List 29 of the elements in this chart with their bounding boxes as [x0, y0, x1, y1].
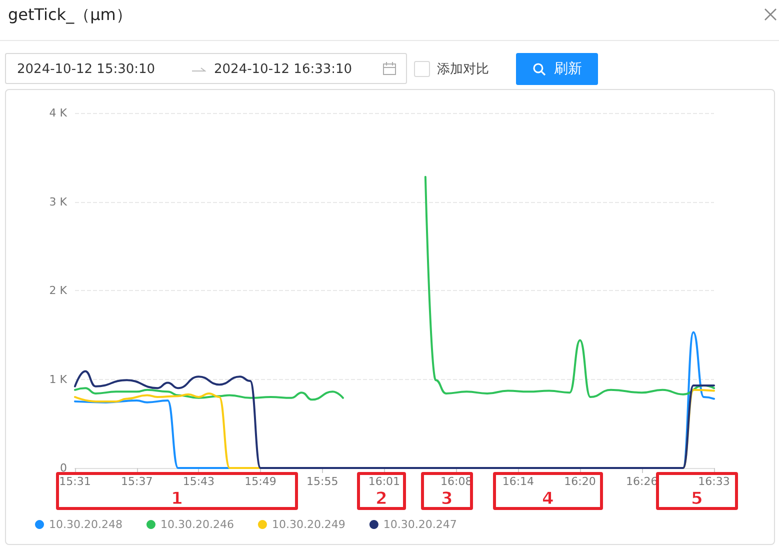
legend-label: 10.30.20.249 — [272, 518, 346, 531]
y-tick-label: 3 K — [49, 195, 68, 208]
legend-label: 10.30.20.246 — [160, 518, 234, 531]
text: 添加对比 — [437, 61, 489, 78]
text: 4 — [542, 489, 554, 509]
x-tick-label: 16:01 — [368, 475, 400, 488]
x-tick-label: 15:43 — [182, 475, 215, 488]
legend-label: 10.30.20.247 — [383, 518, 457, 531]
text: 2024-10-12 16:33:10 — [214, 62, 352, 77]
chart-title: getTick_（μm） — [8, 4, 132, 26]
x-tick-label: 16:33 — [698, 475, 730, 488]
y-tick-label: 2 K — [49, 284, 68, 297]
y-tick-label: 4 K — [49, 106, 68, 120]
x-tick-label: 16:14 — [502, 475, 534, 488]
y-tick-label: 1 K — [49, 372, 68, 386]
legend-label: 10.30.20.248 — [49, 518, 122, 531]
x-tick-label: 15:31 — [59, 475, 91, 488]
text: 5 — [691, 489, 703, 509]
text: 刷新 — [554, 60, 582, 78]
x-tick-label: 16:20 — [564, 475, 596, 488]
text: 2 — [376, 489, 388, 509]
line-series — [74, 370, 715, 469]
x-tick-label: 15:55 — [306, 475, 338, 488]
y-tick-label: 0 — [60, 462, 67, 474]
x-tick-label: 15:37 — [120, 475, 153, 488]
text: 3 — [441, 489, 453, 509]
x-tick-label: 15:49 — [244, 475, 276, 488]
text: 1 — [171, 489, 183, 509]
text: 2024-10-12 15:30:10 — [17, 62, 156, 77]
